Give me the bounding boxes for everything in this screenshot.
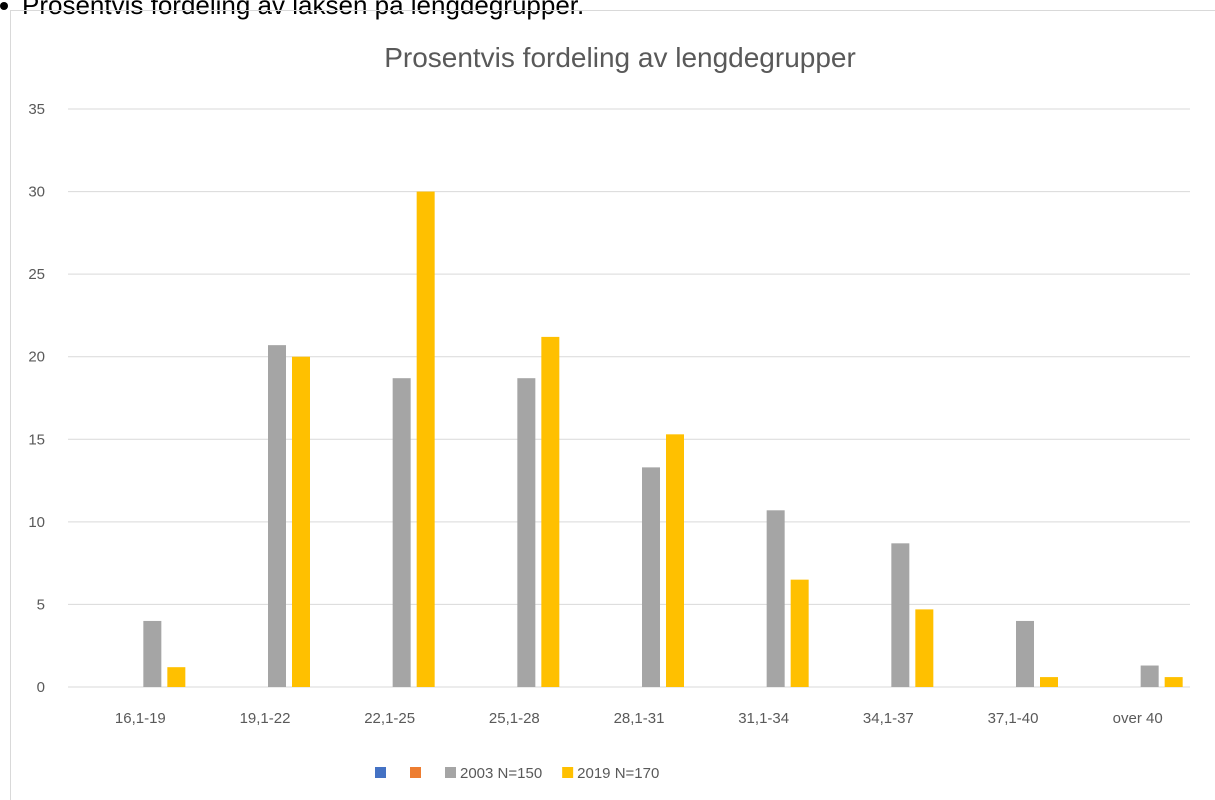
y-tick-label: 0 <box>37 679 45 696</box>
bar <box>268 345 286 687</box>
y-tick-label: 30 <box>28 184 45 201</box>
x-tick-label: 31,1-34 <box>738 710 789 727</box>
legend-label: 2003 N=150 <box>460 765 542 782</box>
legend-swatch <box>410 767 421 778</box>
y-tick-label: 25 <box>28 266 45 283</box>
x-tick-label: 25,1-28 <box>489 710 540 727</box>
chart-frame <box>10 10 1215 800</box>
bar <box>167 667 186 687</box>
bar <box>416 191 435 688</box>
chart-title: Prosentvis fordeling av lengdegrupper <box>384 42 856 73</box>
bar <box>1140 665 1159 687</box>
x-tick-label: 28,1-31 <box>614 710 665 727</box>
bar <box>790 579 809 687</box>
bar <box>766 510 785 687</box>
bar <box>1164 677 1183 687</box>
x-tick-label: over 40 <box>1113 710 1163 727</box>
bar <box>915 609 934 687</box>
legend-swatch <box>562 767 574 778</box>
y-tick-label: 15 <box>28 431 45 448</box>
bullet <box>0 2 8 10</box>
bar <box>143 620 162 687</box>
legend-swatch <box>375 767 386 778</box>
bar <box>642 467 660 687</box>
y-tick-label: 5 <box>37 596 45 613</box>
bar <box>292 356 310 687</box>
bar <box>392 378 411 687</box>
bar <box>541 336 560 687</box>
bar <box>517 378 536 687</box>
x-tick-label: 34,1-37 <box>863 710 914 727</box>
x-tick-label: 19,1-22 <box>240 710 291 727</box>
x-tick-label: 37,1-40 <box>988 710 1039 727</box>
bar <box>666 434 684 687</box>
y-tick-label: 20 <box>28 349 45 366</box>
x-tick-label: 16,1-19 <box>115 710 166 727</box>
y-tick-label: 35 <box>28 101 45 118</box>
x-tick-label: 22,1-25 <box>364 710 415 727</box>
legend-swatch <box>445 767 456 778</box>
bar <box>891 543 910 687</box>
bar <box>1040 677 1058 687</box>
y-tick-label: 10 <box>28 514 45 531</box>
bar <box>1016 620 1034 687</box>
legend-label: 2019 N=170 <box>577 765 659 782</box>
